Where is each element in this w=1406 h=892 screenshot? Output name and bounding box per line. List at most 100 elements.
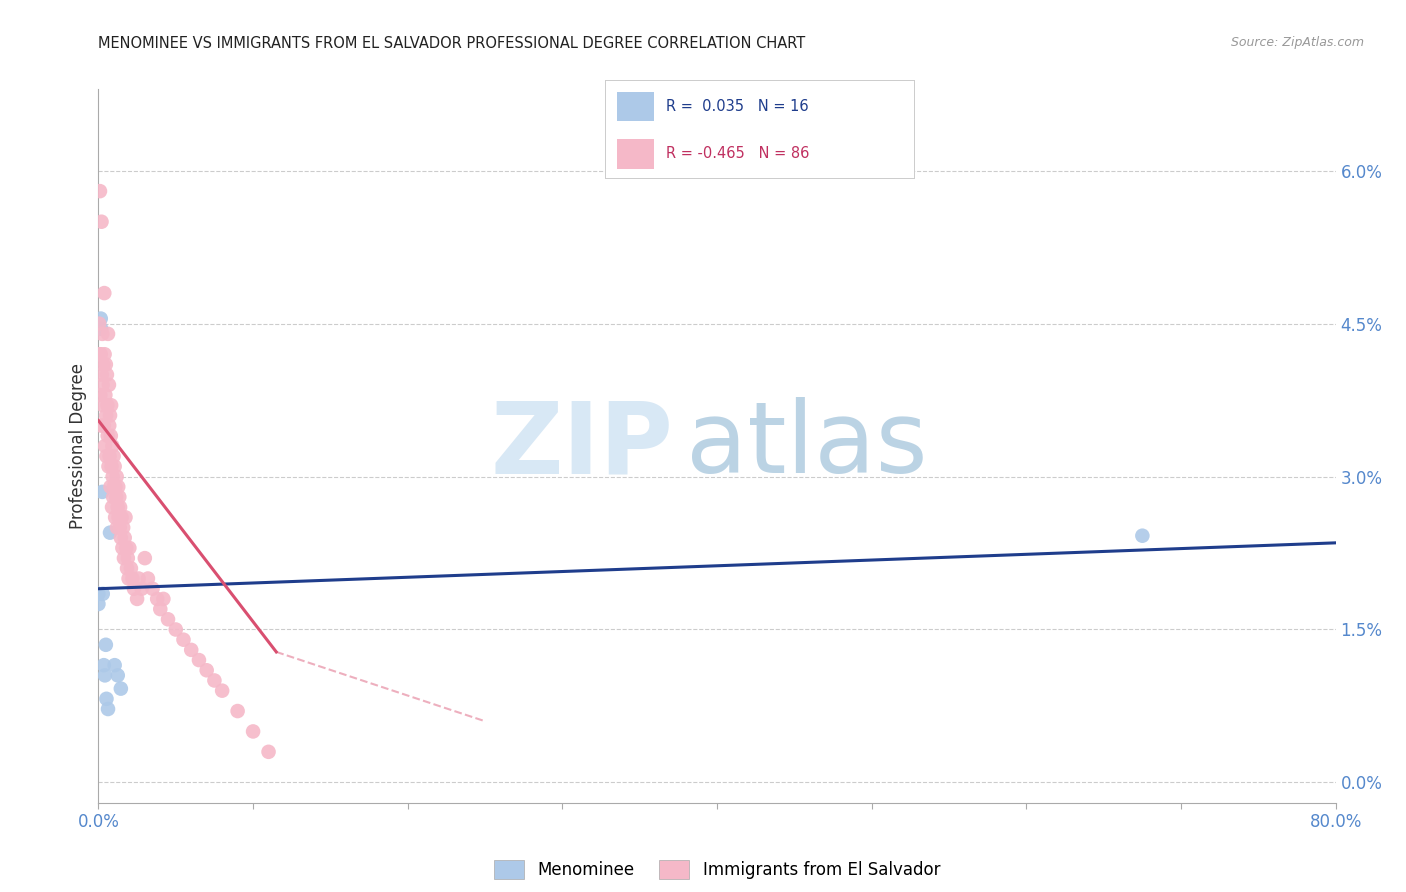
Point xyxy=(91,377,114,392)
Point xyxy=(180,643,202,657)
Point xyxy=(134,551,156,566)
Point xyxy=(94,668,117,682)
Point xyxy=(107,480,129,494)
Point xyxy=(136,572,159,586)
Point xyxy=(89,317,111,331)
Point xyxy=(101,469,124,483)
Point xyxy=(93,358,115,372)
Point xyxy=(121,572,143,586)
Point xyxy=(93,347,115,361)
Point xyxy=(114,510,136,524)
Text: MENOMINEE VS IMMIGRANTS FROM EL SALVADOR PROFESSIONAL DEGREE CORRELATION CHART: MENOMINEE VS IMMIGRANTS FROM EL SALVADOR… xyxy=(98,36,806,51)
Point xyxy=(93,658,115,673)
Point xyxy=(94,439,117,453)
Point xyxy=(98,409,121,423)
Point xyxy=(117,551,139,566)
Point xyxy=(87,587,110,601)
Text: ZIP: ZIP xyxy=(491,398,673,494)
Point xyxy=(112,551,135,566)
Point xyxy=(226,704,249,718)
Text: R = -0.465   N = 86: R = -0.465 N = 86 xyxy=(666,146,810,161)
Point xyxy=(97,377,120,392)
Point xyxy=(101,439,124,453)
Point xyxy=(108,490,131,504)
Point xyxy=(111,510,134,524)
Point xyxy=(211,683,233,698)
Point xyxy=(94,638,117,652)
Point xyxy=(96,409,118,423)
Point xyxy=(89,184,111,198)
Point xyxy=(96,449,118,463)
Point xyxy=(108,520,131,534)
Point xyxy=(173,632,195,647)
Point xyxy=(204,673,226,688)
Point xyxy=(98,418,121,433)
Point xyxy=(157,612,180,626)
Point xyxy=(105,469,128,483)
Point xyxy=(152,591,174,606)
Point xyxy=(107,510,129,524)
Point xyxy=(110,531,132,545)
Point xyxy=(90,368,112,382)
FancyBboxPatch shape xyxy=(617,139,654,169)
Text: Source: ZipAtlas.com: Source: ZipAtlas.com xyxy=(1230,36,1364,49)
Point xyxy=(117,572,139,586)
Point xyxy=(118,541,141,555)
Point xyxy=(114,531,136,545)
Point xyxy=(115,561,138,575)
Point xyxy=(195,663,218,677)
Y-axis label: Professional Degree: Professional Degree xyxy=(69,363,87,529)
Point xyxy=(98,525,121,540)
Point xyxy=(100,480,122,494)
Point xyxy=(104,459,127,474)
Point xyxy=(105,490,128,504)
Point xyxy=(97,326,120,341)
Point xyxy=(100,459,122,474)
Point xyxy=(96,691,118,706)
Point xyxy=(110,681,132,696)
Point xyxy=(104,658,127,673)
Point xyxy=(149,602,172,616)
Point xyxy=(90,418,112,433)
Point xyxy=(98,449,121,463)
Point xyxy=(97,459,120,474)
Point xyxy=(107,668,129,682)
Text: atlas: atlas xyxy=(686,398,928,494)
Point xyxy=(107,500,129,515)
Point xyxy=(100,398,122,412)
Point xyxy=(89,347,111,361)
Point xyxy=(242,724,264,739)
Point xyxy=(90,311,112,326)
Point xyxy=(89,388,111,402)
Point xyxy=(165,623,187,637)
Point xyxy=(1132,529,1154,543)
Point xyxy=(91,326,114,341)
Point xyxy=(91,484,114,499)
Point xyxy=(142,582,165,596)
Point xyxy=(122,582,145,596)
Point xyxy=(100,429,122,443)
FancyBboxPatch shape xyxy=(617,92,654,121)
Legend: Menominee, Immigrants from El Salvador: Menominee, Immigrants from El Salvador xyxy=(485,851,949,888)
Point xyxy=(87,597,110,611)
Point xyxy=(96,368,118,382)
Point xyxy=(257,745,280,759)
Point xyxy=(127,591,149,606)
Point xyxy=(115,541,138,555)
Point xyxy=(90,347,112,361)
Point xyxy=(94,388,117,402)
Point xyxy=(96,398,118,412)
Point xyxy=(146,591,169,606)
Point xyxy=(103,480,125,494)
Point xyxy=(104,510,127,524)
Point xyxy=(108,500,131,515)
Point xyxy=(105,520,128,534)
Point xyxy=(97,702,120,716)
Point xyxy=(90,215,112,229)
Point xyxy=(91,587,114,601)
Point xyxy=(93,286,115,301)
Point xyxy=(111,541,134,555)
Point xyxy=(128,572,150,586)
Point xyxy=(101,500,124,515)
Point xyxy=(101,490,124,504)
